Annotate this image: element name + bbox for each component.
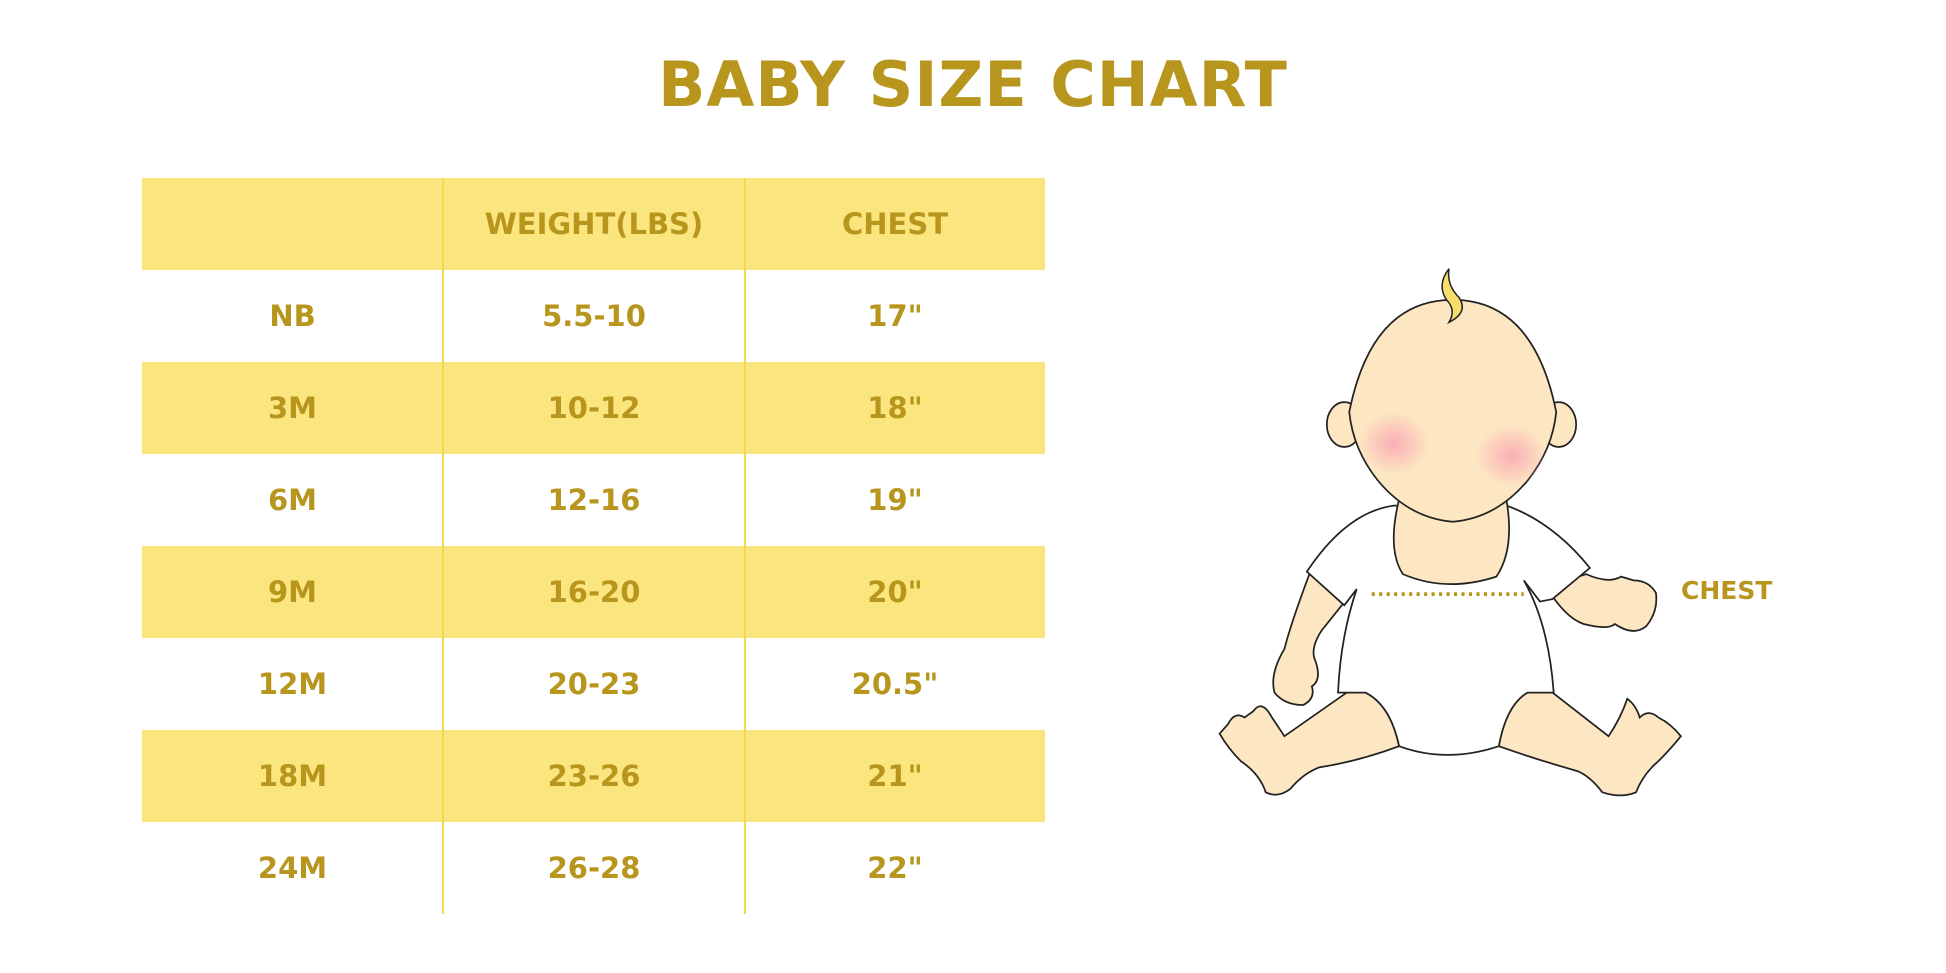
column-divider	[744, 178, 746, 914]
size-cell: 6M	[267, 483, 318, 517]
chest-cell: 22"	[867, 851, 923, 885]
chest-cell: 17"	[867, 299, 923, 333]
neck	[1392, 498, 1510, 585]
hair-curl	[1441, 268, 1463, 325]
chest-label: CHEST	[1681, 576, 1773, 605]
size-cell: 18M	[257, 759, 328, 793]
page-title: BABY SIZE CHART	[658, 48, 1288, 121]
weight-cell: 10-12	[547, 391, 641, 425]
left-cheek-blush	[1359, 412, 1430, 475]
header-cell-weight: WEIGHT(LBS)	[484, 207, 704, 241]
weight-cell: 23-26	[547, 759, 641, 793]
weight-cell: 5.5-10	[542, 299, 646, 333]
size-table: WEIGHT(LBS) CHEST NB 5.5-10 17" 3M 10-12…	[142, 178, 1045, 914]
header-cell-size	[142, 178, 443, 270]
baby-illustration	[1218, 268, 1682, 797]
table-row: 9M 16-20 20"	[142, 546, 1045, 638]
onesie	[1305, 504, 1592, 756]
weight-cell: 12-16	[547, 483, 641, 517]
table-row: 6M 12-16 19"	[142, 454, 1045, 546]
size-cell: 12M	[257, 667, 328, 701]
right-leg	[1497, 691, 1682, 797]
table-row: 18M 23-26 21"	[142, 730, 1045, 822]
head	[1348, 298, 1558, 523]
table-row: NB 5.5-10 17"	[142, 270, 1045, 362]
left-leg	[1218, 691, 1401, 796]
table-row: 12M 20-23 20.5"	[142, 638, 1045, 730]
table-header-row: WEIGHT(LBS) CHEST	[142, 178, 1045, 270]
weight-cell: 20-23	[547, 667, 641, 701]
right-arm	[1544, 573, 1658, 632]
chest-cell: 20"	[867, 575, 923, 609]
right-cheek-blush	[1476, 424, 1547, 487]
chest-cell: 21"	[867, 759, 923, 793]
weight-cell: 26-28	[547, 851, 641, 885]
weight-cell: 16-20	[547, 575, 641, 609]
size-cell: 24M	[257, 851, 328, 885]
left-arm	[1272, 572, 1349, 706]
size-cell: 3M	[267, 391, 318, 425]
size-cell: NB	[269, 299, 316, 333]
chest-cell: 18"	[867, 391, 923, 425]
size-cell: 9M	[267, 575, 318, 609]
chest-cell: 20.5"	[851, 667, 939, 701]
table-row: 3M 10-12 18"	[142, 362, 1045, 454]
column-divider	[442, 178, 444, 914]
chest-cell: 19"	[867, 483, 923, 517]
header-cell-chest: CHEST	[841, 207, 949, 241]
table-row: 24M 26-28 22"	[142, 822, 1045, 914]
